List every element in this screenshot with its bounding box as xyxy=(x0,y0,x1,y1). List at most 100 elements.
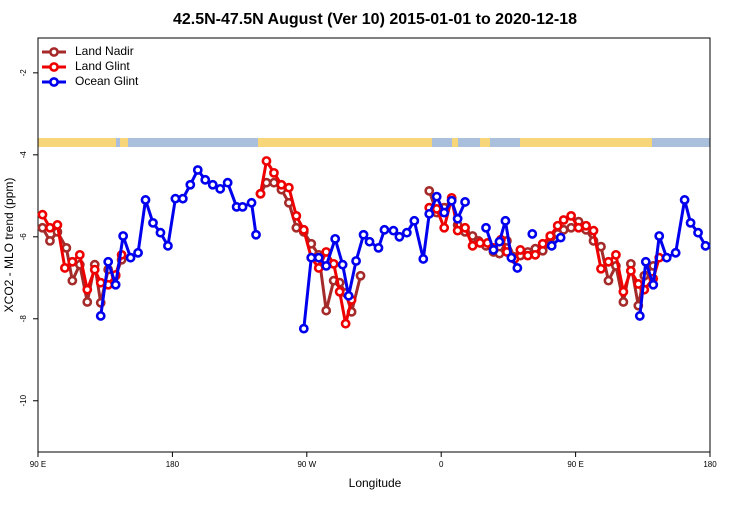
data-point xyxy=(552,220,563,231)
data-point xyxy=(59,263,70,273)
data-point xyxy=(566,222,577,233)
strip-land xyxy=(452,138,458,147)
data-point xyxy=(661,252,672,263)
data-point xyxy=(328,258,339,269)
data-point xyxy=(401,227,412,238)
x-tick-label: 0 xyxy=(439,460,444,469)
legend-label: Ocean Glint xyxy=(75,74,139,88)
data-point xyxy=(460,222,470,233)
data-point xyxy=(334,286,345,297)
x-tick-label: 90 E xyxy=(30,460,46,469)
data-point xyxy=(555,232,566,243)
data-point xyxy=(512,263,523,273)
surface-strip xyxy=(38,138,710,147)
data-point xyxy=(467,240,478,251)
data-point xyxy=(545,231,556,241)
data-point xyxy=(685,217,696,228)
data-point xyxy=(625,265,636,276)
legend-label: Land Nadir xyxy=(75,44,134,58)
strip-land xyxy=(520,138,652,147)
data-point xyxy=(618,286,629,297)
chart-title: 42.5N-47.5N August (Ver 10) 2015-01-01 t… xyxy=(173,11,577,28)
data-point xyxy=(170,193,181,204)
strip-land xyxy=(258,138,432,147)
data-point xyxy=(394,231,405,242)
data-point xyxy=(373,242,384,253)
data-point xyxy=(215,183,226,194)
data-point xyxy=(343,290,354,301)
x-tick-label: 180 xyxy=(703,460,717,469)
data-point xyxy=(670,247,681,258)
strip-land xyxy=(480,138,490,147)
data-point xyxy=(418,254,429,264)
data-point xyxy=(351,256,361,266)
data-point xyxy=(337,259,348,270)
data-point xyxy=(89,264,100,275)
data-point xyxy=(527,229,538,239)
data-point xyxy=(588,225,599,236)
data-point xyxy=(431,204,442,214)
data-point xyxy=(488,245,499,255)
data-point xyxy=(355,270,366,281)
data-point xyxy=(409,215,420,226)
strip-land xyxy=(120,138,128,147)
data-point xyxy=(321,261,332,271)
y-tick-label: -8 xyxy=(19,315,28,323)
data-point xyxy=(460,197,470,207)
data-point xyxy=(67,275,78,286)
data-point xyxy=(283,182,294,193)
data-point xyxy=(67,256,78,267)
data-point xyxy=(481,222,491,233)
legend-swatch-point xyxy=(49,62,59,72)
data-point xyxy=(200,174,211,185)
data-point xyxy=(654,231,665,241)
data-point xyxy=(321,305,332,316)
data-point xyxy=(82,297,93,307)
data-point xyxy=(364,236,375,247)
data-point xyxy=(298,323,309,334)
data-point xyxy=(95,277,106,288)
data-point xyxy=(133,247,143,258)
data-point xyxy=(192,165,203,175)
data-point xyxy=(261,156,272,166)
data-point xyxy=(446,195,457,206)
data-point xyxy=(648,279,659,290)
data-point xyxy=(207,179,218,190)
data-point xyxy=(237,201,248,212)
data-point xyxy=(306,252,317,263)
data-point xyxy=(566,210,577,221)
data-point xyxy=(603,256,614,267)
y-tick-label: -10 xyxy=(19,394,28,406)
data-point xyxy=(546,240,557,251)
data-point xyxy=(581,220,591,231)
data-point xyxy=(125,252,136,263)
data-point xyxy=(679,195,690,205)
legend-swatch-point xyxy=(49,47,59,57)
data-point xyxy=(596,263,606,274)
data-point xyxy=(246,197,257,208)
data-point xyxy=(163,240,173,251)
data-point xyxy=(37,222,48,233)
data-point xyxy=(558,215,569,225)
data-point xyxy=(251,229,261,240)
data-point xyxy=(222,177,233,188)
data-point xyxy=(640,256,651,267)
data-point xyxy=(475,238,485,248)
strip-land xyxy=(38,138,116,147)
data-point xyxy=(148,217,158,228)
data-point xyxy=(110,279,121,290)
data-point xyxy=(330,233,341,244)
data-point xyxy=(439,207,450,218)
data-point xyxy=(452,225,463,236)
data-point xyxy=(103,256,114,267)
data-point xyxy=(185,179,196,190)
data-point xyxy=(431,191,442,202)
y-tick-label: -2 xyxy=(19,69,28,77)
data-point xyxy=(611,249,621,260)
data-point xyxy=(291,222,302,233)
data-point xyxy=(255,188,266,199)
data-point xyxy=(452,213,463,224)
data-point xyxy=(52,220,63,230)
data-point xyxy=(530,249,541,260)
data-point xyxy=(140,195,151,205)
